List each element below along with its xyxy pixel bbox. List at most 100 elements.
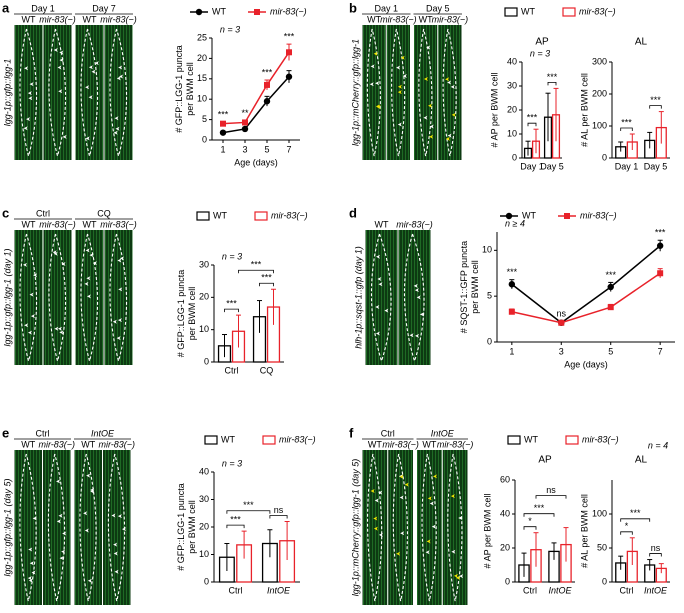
legend-swatch [507, 435, 521, 445]
significance: *** [284, 31, 295, 41]
arrowhead [115, 126, 120, 131]
point [657, 270, 664, 277]
genotype-label: WT [22, 14, 36, 24]
point [241, 125, 249, 133]
arrowhead [59, 330, 64, 335]
arrowhead [399, 474, 404, 479]
chart-title: AL [635, 37, 648, 48]
y-axis-label: per BWM cell [185, 62, 195, 116]
genotype-label: mir-83(−) [382, 439, 419, 449]
arrowhead [31, 570, 36, 575]
legend-marker [254, 9, 260, 15]
significance: *** [630, 508, 641, 518]
arrowhead [374, 498, 379, 503]
arrowhead [413, 283, 418, 288]
legend-marker [195, 8, 203, 16]
reporter-label: lgg-1p::mCherry::gfp::lgg-1 [350, 39, 360, 146]
condition-label: Day 1 [374, 3, 398, 13]
arrowhead [113, 551, 118, 556]
y-axis-label: # AL per BWM cell [579, 73, 589, 147]
arrowhead [118, 287, 123, 292]
reporter-label: lgg-1p::mCherry::gfp::lgg-1 (day 5) [350, 459, 360, 597]
significance: *** [262, 67, 273, 77]
x-tick-label: CQ [260, 365, 274, 375]
arrowhead [397, 90, 402, 95]
arrowhead [384, 308, 389, 313]
point [656, 242, 664, 249]
arrowhead [427, 496, 432, 501]
significance: *** [218, 109, 229, 119]
cell-outline [47, 453, 66, 602]
cell-outline [421, 453, 437, 602]
significance-bracket [527, 122, 537, 127]
significance: *** [655, 228, 666, 238]
significance-bracket [523, 526, 537, 530]
micrograph [417, 450, 442, 605]
point [263, 98, 271, 105]
arrowhead [400, 55, 405, 60]
legend-swatch [562, 7, 576, 17]
arrowhead [57, 326, 62, 331]
arrowhead [83, 511, 88, 516]
arrowhead [61, 549, 66, 554]
significance-bracket [523, 513, 555, 517]
arrowhead [429, 124, 434, 129]
micrograph [75, 25, 104, 160]
arrowhead [375, 254, 380, 259]
cell-outline [80, 28, 99, 159]
legend-label: mir-83(−) [580, 210, 617, 220]
arrowhead [24, 66, 29, 71]
arrowhead [423, 115, 428, 120]
arrowhead [111, 513, 116, 518]
arrowhead [54, 326, 59, 331]
arrowhead [24, 323, 29, 328]
y-tick-label: 100 [592, 120, 607, 130]
genotype-label: mir-83(−) [432, 14, 469, 24]
arrowhead [58, 513, 63, 518]
cell-outline [366, 28, 381, 157]
y-tick-label: 40 [500, 508, 510, 518]
x-tick-label: 7 [286, 144, 291, 154]
arrowhead [453, 573, 458, 578]
chart-title: AP [535, 37, 549, 48]
micrograph [103, 450, 131, 605]
significance-bracket [226, 510, 271, 514]
panel-letter: d [349, 205, 357, 220]
arrowhead [409, 333, 414, 338]
n-label: n ≥ 4 [505, 218, 525, 228]
arrowhead [378, 282, 383, 287]
arrowhead [53, 47, 58, 52]
x-tick-label: Ctrl [229, 585, 243, 595]
significance-bracket [535, 495, 567, 499]
arrowhead [86, 276, 91, 281]
n-label: n = 3 [220, 24, 240, 34]
arrowhead [373, 516, 378, 521]
arrowhead [86, 294, 91, 299]
arrowhead [396, 551, 401, 556]
legend-swatch [262, 435, 276, 445]
legend-swatch [204, 435, 218, 445]
genotype-label: WT [367, 14, 381, 24]
y-tick-label: 300 [592, 56, 607, 66]
micrograph [104, 25, 133, 160]
y-tick-label: 5 [202, 114, 207, 124]
arrowhead [445, 136, 450, 141]
arrowhead [114, 569, 119, 574]
y-axis-label: # AL per BWM cell [579, 494, 589, 568]
y-axis-label: # AP per BWM cell [482, 494, 492, 569]
arrowhead [377, 276, 382, 281]
genotype-label: WT [21, 439, 35, 449]
arrowhead [425, 550, 430, 555]
arrowhead [85, 136, 90, 141]
significance: *** [243, 500, 254, 510]
legend-swatch [196, 211, 210, 221]
arrowhead [59, 58, 64, 63]
cell-outline [447, 453, 463, 602]
chart-title: AL [635, 455, 648, 466]
arrowhead [29, 82, 34, 87]
arrowhead [116, 76, 121, 81]
arrowhead [113, 130, 118, 135]
legend-label: mir-83(−) [271, 210, 308, 220]
significance: *** [527, 113, 538, 123]
cell-outline [48, 233, 67, 364]
